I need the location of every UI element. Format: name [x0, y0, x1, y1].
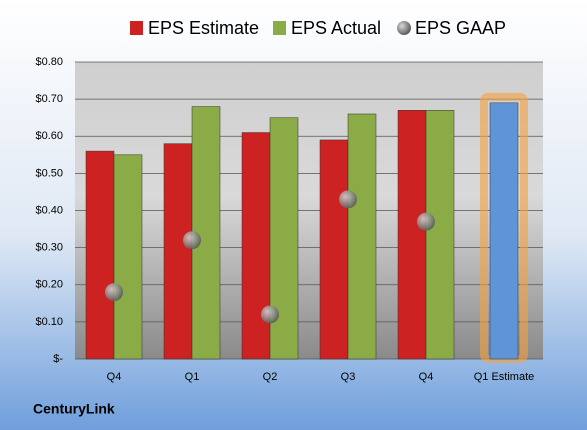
y-tick-label: $0.50 [35, 167, 63, 179]
bar [397, 110, 427, 360]
y-tick-label: $0.20 [35, 279, 63, 291]
bar [319, 139, 349, 360]
y-tick-label: $- [53, 353, 63, 365]
x-tick-label: Q4 [419, 371, 434, 383]
gaap-point [417, 212, 435, 231]
x-tick-label: Q3 [341, 371, 356, 383]
y-tick-label: $0.10 [35, 316, 63, 328]
bar [269, 117, 299, 360]
legend-label: EPS GAAP [415, 18, 506, 38]
legend-marker [397, 21, 411, 35]
bar [241, 132, 271, 360]
y-tick-label: $0.80 [35, 56, 63, 68]
legend-label: EPS Estimate [148, 18, 259, 38]
x-tick-label: Q4 [107, 371, 122, 383]
x-tick-label: Q1 Estimate [474, 371, 535, 383]
gaap-point [105, 283, 123, 302]
bar [113, 154, 143, 360]
bar [347, 113, 377, 360]
y-tick-label: $0.60 [35, 130, 63, 142]
legend-marker [130, 21, 143, 35]
bar [85, 150, 115, 360]
gaap-point [339, 190, 357, 209]
x-tick-label: Q1 [185, 371, 200, 383]
legend-label: EPS Actual [291, 18, 381, 38]
bar [425, 110, 455, 360]
y-tick-label: $0.70 [35, 93, 63, 105]
gaap-point [261, 305, 279, 324]
bar [163, 143, 193, 360]
legend-marker [273, 21, 286, 35]
y-tick-label: $0.30 [35, 242, 63, 254]
brand: CenturyLink [33, 401, 115, 417]
x-tick-label: Q2 [263, 371, 278, 383]
y-tick-label: $0.40 [35, 204, 63, 216]
bar [489, 102, 519, 360]
gaap-point [183, 231, 201, 250]
